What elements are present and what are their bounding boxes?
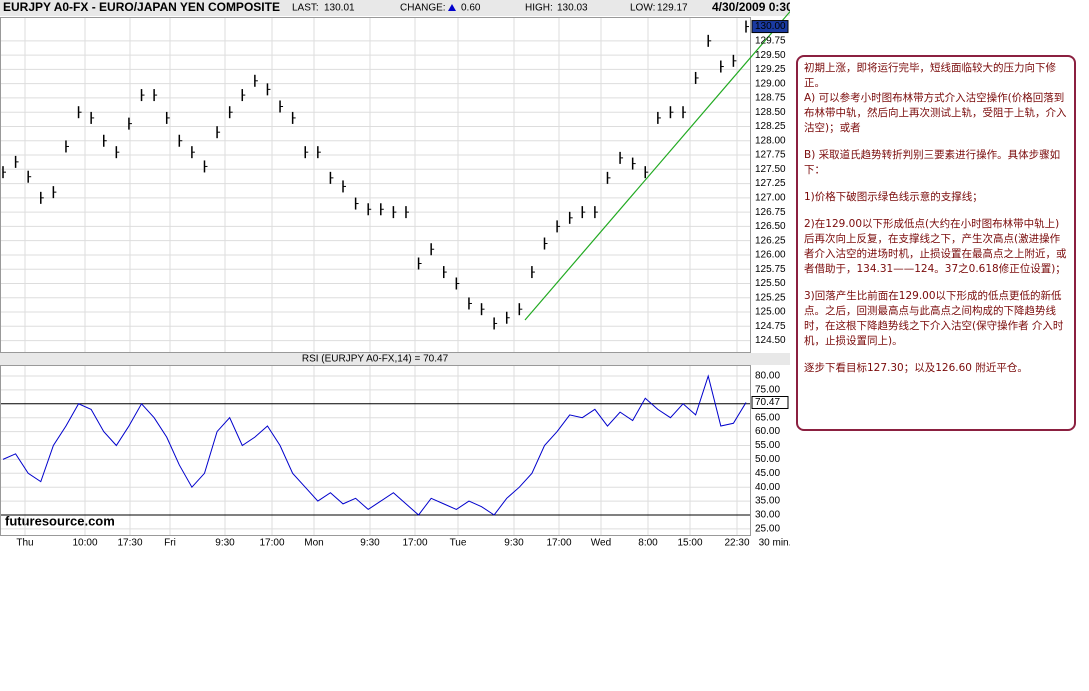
y-tick-label: 128.75 — [755, 93, 786, 104]
x-tick-label: Tue — [450, 538, 467, 549]
y-tick-label: 126.75 — [755, 207, 786, 218]
note-paragraph: 1)价格下破图示绿色线示意的支撑线； — [804, 191, 983, 203]
y-tick-label: 127.00 — [755, 192, 786, 203]
x-tick-label: 10:00 — [72, 538, 97, 549]
y-tick-label: 129.75 — [755, 35, 786, 46]
note-paragraph: B) 采取道氏趋势转折判别三要素进行操作。具体步骤如下： — [804, 149, 1061, 176]
price-frame — [0, 17, 751, 353]
rsi-line — [2, 374, 747, 516]
note-paragraph: 3)回落产生比前面在129.00以下形成的低点更低的新低点。之后，回测最高点与此… — [804, 290, 1064, 347]
y-tick-label: 124.50 — [755, 335, 786, 346]
y-tick-label: 128.00 — [755, 135, 786, 146]
y-tick-label: 50.00 — [755, 454, 780, 465]
x-tick-label: Mon — [304, 538, 323, 549]
y-tick-label: 126.50 — [755, 221, 786, 232]
watermark: futuresource.com — [5, 513, 115, 528]
x-tick-label: 17:00 — [259, 538, 284, 549]
y-tick-label: 126.25 — [755, 235, 786, 246]
y-tick-label: 35.00 — [755, 496, 780, 507]
note-paragraph: 逐步下看目标127.30；以及126.60 附近平仓。 — [804, 362, 1028, 374]
y-tick-label: 80.00 — [755, 371, 780, 382]
marker-label: 130.00 — [755, 21, 786, 32]
x-tick-label: 17:30 — [117, 538, 142, 549]
y-tick-label: 127.25 — [755, 178, 786, 189]
annotation-box: 初期上涨，即将运行完毕，短线面临较大的压力向下修正。 A) 可以参考小时图布林带方… — [796, 55, 1076, 431]
y-tick-label: 128.25 — [755, 121, 786, 132]
high: 130.03 — [557, 3, 588, 14]
y-tick-label: 127.50 — [755, 164, 786, 175]
datetime: 4/30/2009 0:30 — [712, 0, 790, 14]
low: 129.17 — [657, 3, 688, 14]
note-paragraph: A) 可以参考小时图布林带方式介入沽空操作(价格回落到布林带中轨，然后向上再次测… — [804, 92, 1067, 134]
x-tick-label: 9:30 — [360, 538, 380, 549]
last-label: LAST: — [292, 3, 319, 14]
y-tick-label: 75.00 — [755, 385, 780, 396]
marker-box — [751, 395, 789, 409]
high-label: HIGH: — [525, 3, 553, 14]
y-tick-label: 40.00 — [755, 482, 780, 493]
y-tick-label: 128.50 — [755, 107, 786, 118]
low-label: LOW: — [630, 3, 655, 14]
y-tick-label: 125.75 — [755, 264, 786, 275]
x-tick-label: 9:30 — [504, 538, 524, 549]
y-tick-label: 45.00 — [755, 468, 780, 479]
change-label: CHANGE: — [400, 3, 446, 14]
x-tick-label: 17:00 — [546, 538, 571, 549]
up-arrow — [448, 4, 456, 11]
y-tick-label: 65.00 — [755, 412, 780, 423]
y-tick-label: 126.00 — [755, 250, 786, 261]
x-tick-label: Wed — [591, 538, 611, 549]
y-tick-label: 124.75 — [755, 321, 786, 332]
x-tick-label: 9:30 — [215, 538, 235, 549]
header-bar — [0, 0, 790, 16]
y-tick-label: 125.25 — [755, 292, 786, 303]
y-tick-label: 129.50 — [755, 50, 786, 61]
rsi-title: RSI (EURJPY A0-FX,14) = 70.47 — [302, 354, 449, 365]
note-paragraph: 初期上涨，即将运行完毕，短线面临较大的压力向下修正。 — [804, 62, 1056, 89]
marker-box — [751, 20, 789, 34]
x-tick-label: 8:00 — [638, 538, 658, 549]
y-tick-label: 60.00 — [755, 426, 780, 437]
y-tick-label: 129.25 — [755, 64, 786, 75]
x-tick-label: Fri — [164, 538, 176, 549]
x-tick-label: 15:00 — [677, 538, 702, 549]
y-tick-label: 30.00 — [755, 510, 780, 521]
y-tick-label: 129.00 — [755, 78, 786, 89]
rsi-frame — [0, 365, 751, 536]
x-tick-label: 30 min. — [759, 538, 790, 549]
chart-title: EURJPY A0-FX - EURO/JAPAN YEN COMPOSITE — [3, 0, 280, 14]
rsi-title-bar — [0, 353, 790, 365]
y-tick-label: 127.75 — [755, 150, 786, 161]
y-tick-label: 125.50 — [755, 278, 786, 289]
y-tick-label: 125.00 — [755, 307, 786, 318]
marker-label: 70.47 — [755, 397, 780, 408]
y-tick-label: 25.00 — [755, 524, 780, 535]
note-paragraph: 2)在129.00以下形成低点(大约在小时图布林带中轨上)后再次向上反复，在支撑… — [804, 218, 1067, 275]
change: 0.60 — [461, 3, 481, 14]
x-tick-label: Thu — [16, 538, 33, 549]
x-tick-label: 17:00 — [402, 538, 427, 549]
trend-line — [524, 10, 790, 321]
x-tick-label: 22:30 — [724, 538, 749, 549]
last: 130.01 — [324, 3, 355, 14]
y-tick-label: 55.00 — [755, 440, 780, 451]
chart: EURJPY A0-FX - EURO/JAPAN YEN COMPOSITE … — [0, 0, 790, 549]
